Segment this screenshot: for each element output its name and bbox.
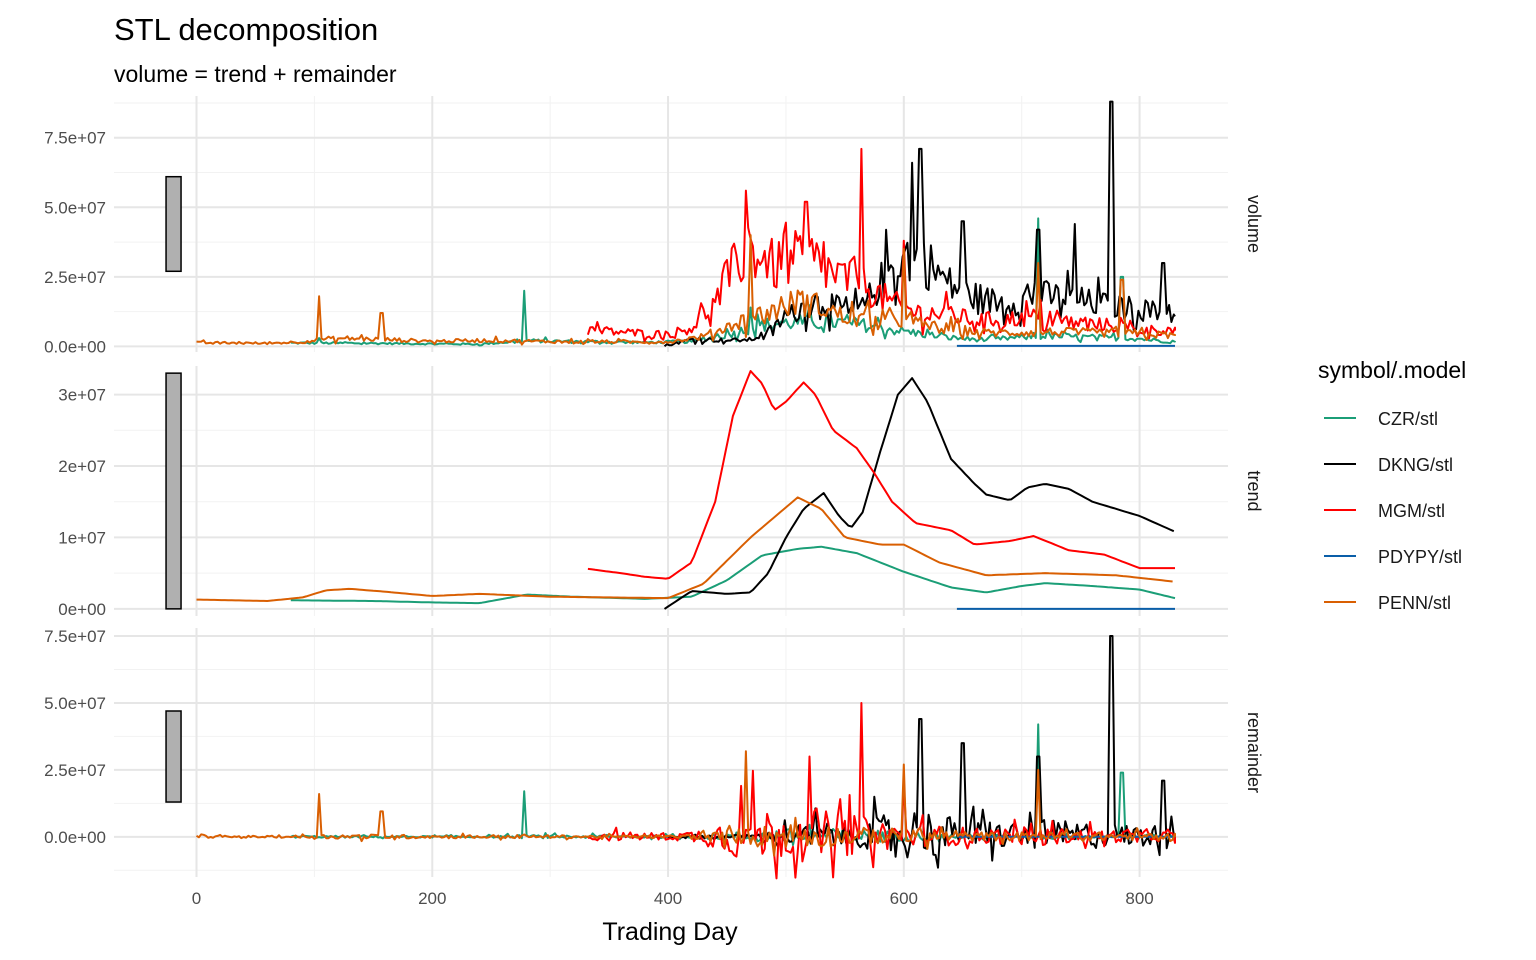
series-line-mgm <box>587 370 1175 580</box>
y-tick-label: 0.0e+00 <box>44 828 106 847</box>
x-tick-label: 600 <box>890 889 918 908</box>
legend-entry: PENN/stl <box>1378 593 1451 613</box>
series-line-mgm <box>587 702 1176 880</box>
y-tick-label: 0e+00 <box>58 600 106 619</box>
legend-entry: MGM/stl <box>1378 501 1445 521</box>
legend-entry: DKNG/stl <box>1378 455 1453 475</box>
y-tick-label: 7.5e+07 <box>44 129 106 148</box>
legend-entry: PDYPY/stl <box>1378 547 1462 567</box>
y-tick-label: 0.0e+00 <box>44 337 106 356</box>
x-tick-label: 800 <box>1125 889 1153 908</box>
scale-bar <box>165 710 182 803</box>
y-tick-label: 3e+07 <box>58 386 106 405</box>
y-tick-label: 1e+07 <box>58 528 106 547</box>
scale-bar <box>165 372 182 610</box>
scale-bar <box>165 175 182 273</box>
panel-strip-remainder: remainder <box>1244 712 1264 793</box>
legend: symbol/.model CZR/stl DKNG/stl MGM/stl PDYP… <box>1318 357 1466 613</box>
series-line-penn <box>196 234 1176 346</box>
panel-volume: 0.0e+00 2.5e+07 5.0e+07 7.5e+07 volume <box>44 96 1264 356</box>
y-tick-label: 2.5e+07 <box>44 268 106 287</box>
y-tick-label: 5.0e+07 <box>44 198 106 217</box>
legend-entry: CZR/stl <box>1378 409 1438 429</box>
legend-title: symbol/.model <box>1318 357 1466 383</box>
y-tick-label: 2e+07 <box>58 457 106 476</box>
plot-area: 0.0e+00 2.5e+07 5.0e+07 7.5e+07 volume 0e+00 1… <box>44 96 1264 908</box>
series-line-penn <box>195 750 1176 857</box>
x-tick-label: 0 <box>192 889 201 908</box>
panel-strip-volume: volume <box>1244 195 1264 253</box>
x-tick-label: 200 <box>418 889 446 908</box>
series-line-dkng <box>663 100 1176 348</box>
y-tick-label: 7.5e+07 <box>44 627 106 646</box>
series-line-czr <box>290 723 1176 847</box>
x-tick-label: 400 <box>654 889 682 908</box>
y-tick-label: 2.5e+07 <box>44 761 106 780</box>
series-line-penn <box>196 496 1173 602</box>
x-axis-title: Trading Day <box>602 918 738 946</box>
panel-trend: 0e+00 1e+07 2e+07 3e+07 trend <box>58 366 1264 619</box>
panel-strip-trend: trend <box>1244 470 1264 511</box>
panel-remainder: 0.0e+00 2.5e+07 5.0e+07 7.5e+07 remainder <box>44 627 1264 880</box>
y-tick-label: 5.0e+07 <box>44 694 106 713</box>
chart-title: STL decomposition <box>114 12 378 47</box>
series-line-czr <box>290 545 1176 605</box>
chart-subtitle: volume = trend + remainder <box>114 61 397 87</box>
series-line-dkng <box>663 377 1175 610</box>
